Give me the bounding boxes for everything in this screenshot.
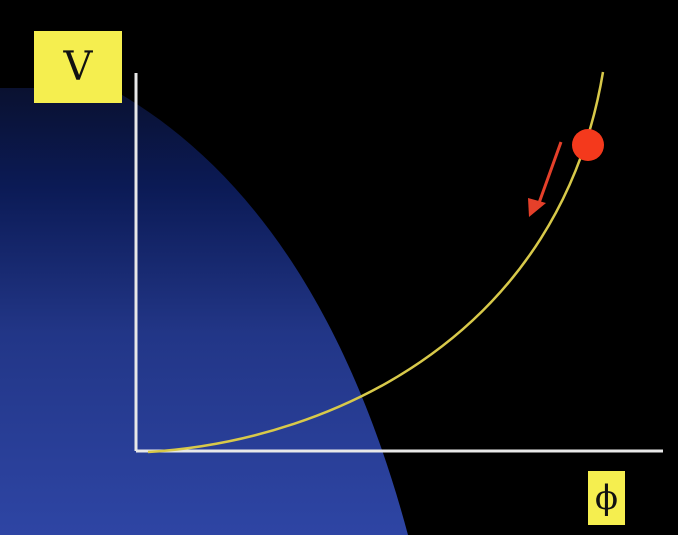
ball <box>572 129 604 161</box>
y-axis-label: V <box>34 31 122 103</box>
blue-glow-region <box>0 88 408 535</box>
potential-curve <box>147 71 605 454</box>
x-axis-label: ϕ <box>588 471 625 525</box>
roll-direction-arrow <box>528 141 563 217</box>
